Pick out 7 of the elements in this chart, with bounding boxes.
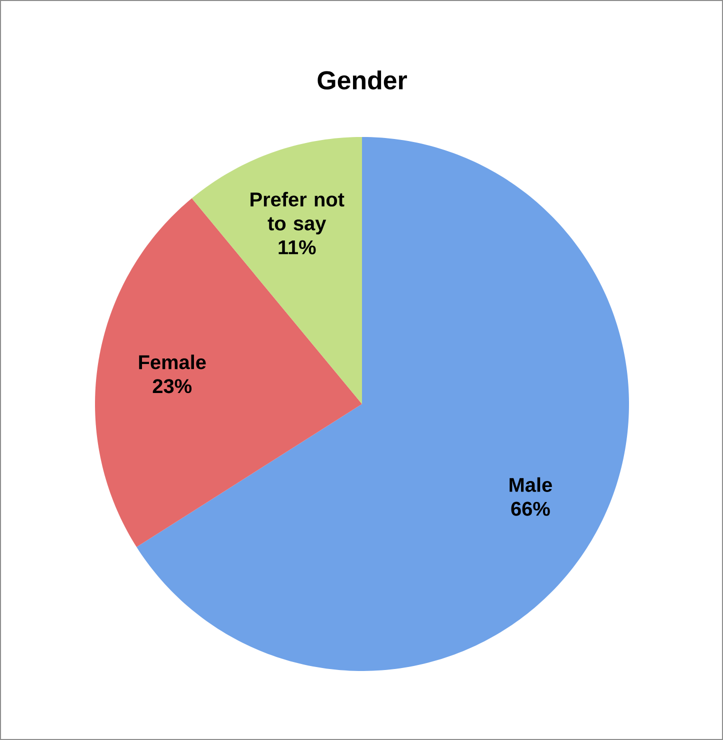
slice-label: Male	[510, 477, 552, 492]
data-label: 23%	[152, 379, 192, 394]
data-label: 66%	[511, 502, 550, 516]
data-label: 11%	[278, 240, 316, 254]
slice-label: Prefer not to say	[250, 192, 344, 234]
slice-label: Female	[139, 354, 206, 370]
chart-title: Gender	[318, 70, 407, 90]
